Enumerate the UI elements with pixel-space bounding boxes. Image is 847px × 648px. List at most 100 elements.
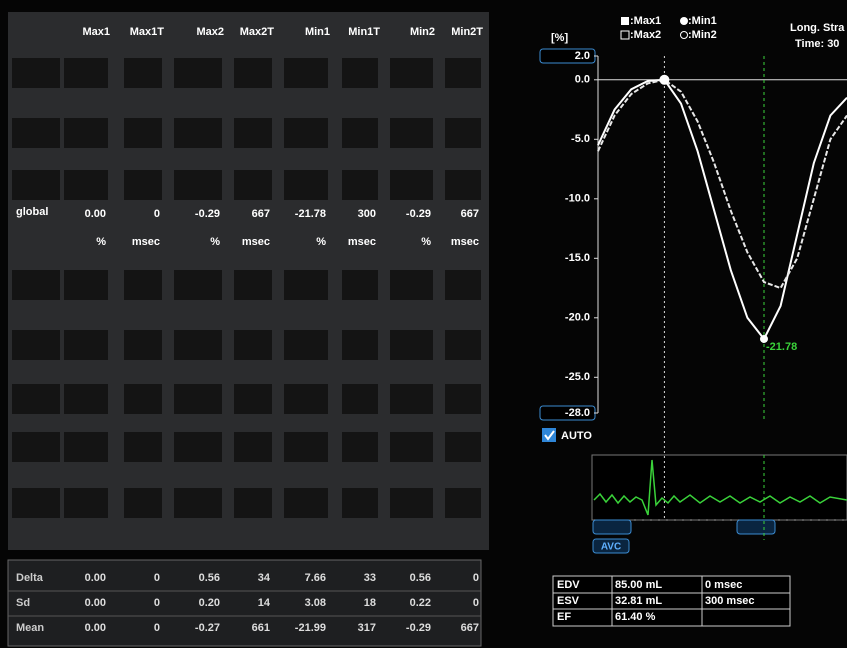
row-label: Delta	[16, 572, 44, 584]
empty-cell	[174, 58, 222, 88]
y-tick-label: 2.0	[575, 50, 590, 62]
empty-cell	[124, 384, 162, 414]
cell-value: 0.56	[410, 572, 431, 584]
button[interactable]	[593, 520, 631, 534]
empty-cell	[284, 488, 328, 518]
column-header: Min2T	[451, 26, 483, 38]
empty-cell	[174, 488, 222, 518]
empty-cell	[64, 488, 108, 518]
empty-cell	[174, 118, 222, 148]
cell-value: -21.99	[295, 622, 326, 634]
empty-cell	[342, 488, 378, 518]
cell-value: 0	[473, 597, 479, 609]
empty-cell	[12, 58, 60, 88]
empty-cell	[234, 170, 272, 200]
cell-value: 33	[364, 572, 376, 584]
empty-cell	[284, 170, 328, 200]
empty-cell	[390, 488, 433, 518]
legend-symbol	[680, 17, 688, 25]
empty-cell	[12, 432, 60, 462]
cell-unit: %	[210, 236, 220, 248]
cell-value: 0	[473, 572, 479, 584]
peak-point	[659, 75, 669, 85]
column-header: Max2T	[240, 26, 275, 38]
empty-cell	[234, 330, 272, 360]
info-cell: 0 msec	[705, 579, 742, 591]
column-header: Min2	[410, 26, 435, 38]
empty-cell	[445, 330, 481, 360]
empty-cell	[64, 432, 108, 462]
empty-cell	[445, 270, 481, 300]
cell-value: 18	[364, 597, 376, 609]
empty-cell	[64, 270, 108, 300]
empty-cell	[124, 488, 162, 518]
empty-cell	[284, 270, 328, 300]
legend-label: :Min2	[688, 29, 717, 41]
cell-value: 14	[258, 597, 271, 609]
cell-value: 300	[358, 208, 376, 220]
cell-value: 0.56	[199, 572, 220, 584]
cell-value: 667	[461, 208, 479, 220]
empty-cell	[124, 270, 162, 300]
cell-value: 317	[358, 622, 376, 634]
empty-cell	[64, 58, 108, 88]
column-header: Min1	[305, 26, 330, 38]
empty-cell	[234, 432, 272, 462]
cell-unit: %	[421, 236, 431, 248]
y-tick-label: -10.0	[565, 193, 590, 205]
empty-cell	[124, 432, 162, 462]
column-header: Max2	[196, 26, 224, 38]
empty-cell	[284, 118, 328, 148]
cell-value: 0	[154, 208, 160, 220]
empty-cell	[174, 384, 222, 414]
info-cell: 300 msec	[705, 595, 755, 607]
cell-value: 0	[154, 572, 160, 584]
empty-cell	[234, 58, 272, 88]
cell-value: 0.00	[85, 597, 106, 609]
empty-cell	[12, 118, 60, 148]
cell-unit: msec	[132, 236, 160, 248]
cell-value: 667	[461, 622, 479, 634]
button[interactable]	[737, 520, 775, 534]
empty-cell	[342, 170, 378, 200]
plot-time: Time: 30	[795, 38, 839, 50]
empty-cell	[342, 270, 378, 300]
empty-cell	[124, 330, 162, 360]
empty-cell	[284, 330, 328, 360]
empty-cell	[342, 330, 378, 360]
empty-cell	[64, 118, 108, 148]
empty-cell	[124, 118, 162, 148]
row-label: global	[16, 206, 48, 218]
info-cell: 32.81 mL	[615, 595, 662, 607]
row-label: Sd	[16, 597, 30, 609]
empty-cell	[174, 432, 222, 462]
info-cell: EDV	[557, 579, 580, 591]
cell-unit: msec	[348, 236, 376, 248]
auto-checkbox[interactable]	[542, 428, 556, 442]
empty-cell	[390, 384, 433, 414]
empty-cell	[284, 58, 328, 88]
empty-cell	[390, 118, 433, 148]
cell-unit: %	[316, 236, 326, 248]
empty-cell	[12, 330, 60, 360]
cell-value: 0.00	[85, 622, 106, 634]
y-label: [%]	[551, 32, 568, 44]
empty-cell	[124, 58, 162, 88]
empty-cell	[64, 384, 108, 414]
legend-label: :Min1	[688, 15, 717, 27]
empty-cell	[390, 170, 433, 200]
empty-cell	[12, 270, 60, 300]
y-tick-label: -20.0	[565, 312, 590, 324]
empty-cell	[342, 384, 378, 414]
empty-cell	[284, 432, 328, 462]
column-header: Max1	[82, 26, 110, 38]
cell-value: 667	[252, 208, 270, 220]
y-tick-label: -28.0	[565, 407, 590, 419]
empty-cell	[390, 270, 433, 300]
ecg-panel	[592, 455, 847, 520]
legend-symbol	[621, 17, 629, 25]
y-tick-label: -5.0	[571, 133, 590, 145]
empty-cell	[234, 488, 272, 518]
empty-cell	[390, 330, 433, 360]
info-cell: 85.00 mL	[615, 579, 662, 591]
